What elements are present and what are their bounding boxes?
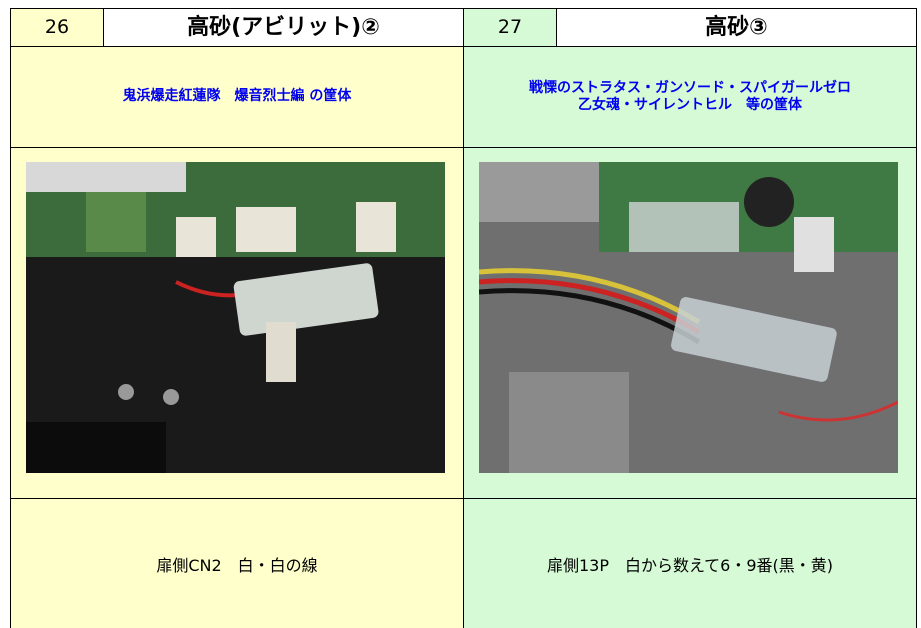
caption: 扉側CN2 白・白の線: [156, 555, 318, 575]
photo-cell: [11, 148, 463, 499]
subtitle: 戦慄のストラタス・ガンソード・スパイガールゼロ 乙女魂・サイレントヒル 等の筐体: [464, 46, 916, 148]
subtitle-line: 乙女魂・サイレントヒル 等の筐体: [578, 96, 802, 113]
subtitle-line: 鬼浜爆走紅蓮隊 爆音烈士編 の筐体: [122, 88, 352, 104]
photo-cell: [464, 148, 916, 499]
panel: 26 高砂(アビリット)② 鬼浜爆走紅蓮隊 爆音烈士編 の筐体 扉側CN2: [10, 8, 463, 628]
panel-title: 高砂(アビリット)②: [104, 9, 463, 46]
panel-number: 26: [11, 9, 104, 46]
photo: [26, 162, 445, 473]
panel: 27 高砂③ 戦慄のストラタス・ガンソード・スパイガールゼロ 乙女魂・サイレント…: [463, 8, 917, 628]
document: 26 高砂(アビリット)② 鬼浜爆走紅蓮隊 爆音烈士編 の筐体 扉側CN2: [10, 8, 917, 628]
header-row: 26 高砂(アビリット)②: [11, 8, 463, 47]
subtitle-line: 戦慄のストラタス・ガンソード・スパイガールゼロ: [529, 79, 851, 96]
subtitle: 鬼浜爆走紅蓮隊 爆音烈士編 の筐体: [11, 46, 463, 148]
caption: 扉側13P 白から数えて6・9番(黒・黄): [546, 555, 834, 575]
panel-title: 高砂③: [557, 9, 916, 46]
panel-number: 27: [464, 9, 557, 46]
photo: [479, 162, 898, 473]
header-row: 27 高砂③: [464, 8, 916, 47]
